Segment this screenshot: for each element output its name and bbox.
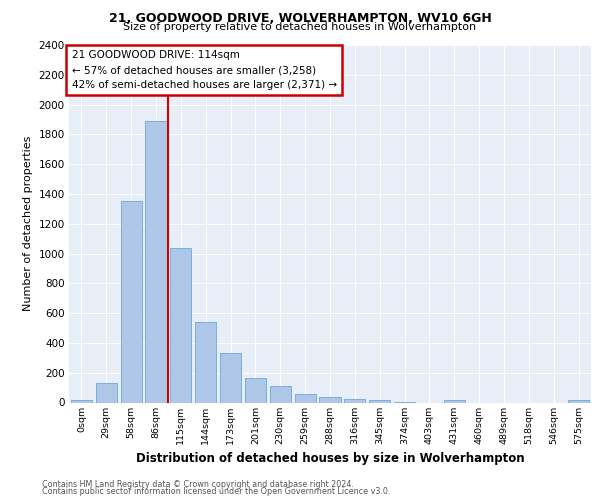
- Text: 21, GOODWOOD DRIVE, WOLVERHAMPTON, WV10 6GH: 21, GOODWOOD DRIVE, WOLVERHAMPTON, WV10 …: [109, 12, 491, 24]
- Bar: [220, 352, 241, 403]
- Bar: [170, 248, 191, 402]
- Y-axis label: Number of detached properties: Number of detached properties: [23, 136, 33, 312]
- Bar: [71, 400, 92, 402]
- Bar: [344, 399, 365, 402]
- Text: Size of property relative to detached houses in Wolverhampton: Size of property relative to detached ho…: [124, 22, 476, 32]
- Text: Contains HM Land Registry data © Crown copyright and database right 2024.: Contains HM Land Registry data © Crown c…: [42, 480, 354, 489]
- X-axis label: Distribution of detached houses by size in Wolverhampton: Distribution of detached houses by size …: [136, 452, 524, 465]
- Text: 21 GOODWOOD DRIVE: 114sqm
← 57% of detached houses are smaller (3,258)
42% of se: 21 GOODWOOD DRIVE: 114sqm ← 57% of detac…: [71, 50, 337, 90]
- Bar: [369, 400, 390, 402]
- Bar: [96, 383, 117, 402]
- Bar: [295, 394, 316, 402]
- Bar: [319, 398, 341, 402]
- Bar: [121, 202, 142, 402]
- Bar: [145, 121, 167, 402]
- Bar: [245, 378, 266, 402]
- Bar: [270, 386, 291, 402]
- Bar: [195, 322, 216, 402]
- Bar: [568, 400, 589, 402]
- Bar: [444, 400, 465, 402]
- Text: Contains public sector information licensed under the Open Government Licence v3: Contains public sector information licen…: [42, 488, 391, 496]
